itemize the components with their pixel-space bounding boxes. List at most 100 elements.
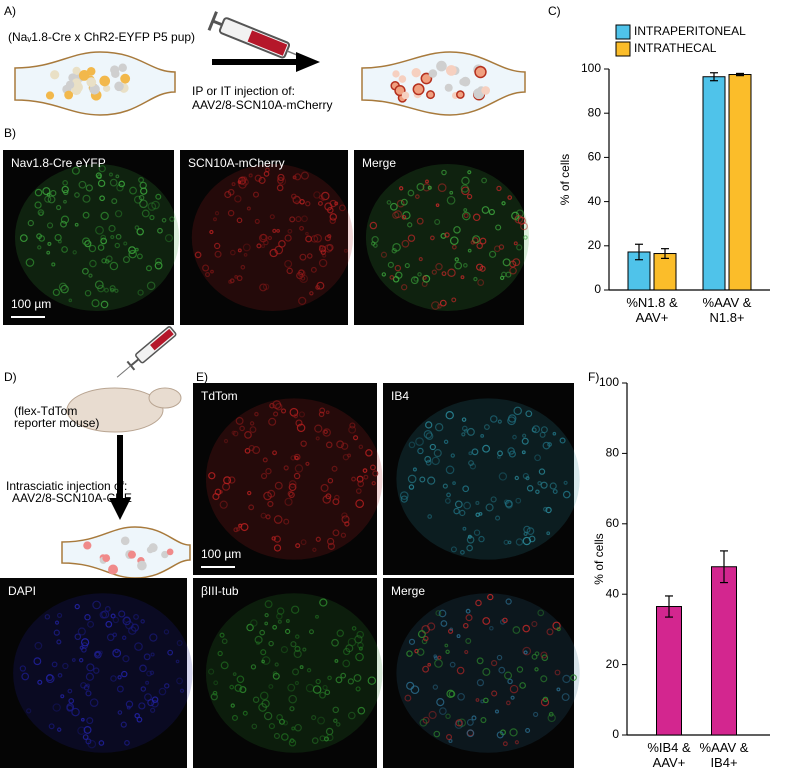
cell xyxy=(370,241,376,246)
cell xyxy=(275,403,283,411)
cell xyxy=(425,421,433,429)
cell xyxy=(326,733,334,742)
cell xyxy=(63,199,67,204)
cell xyxy=(483,697,489,704)
cell xyxy=(241,178,249,186)
cell xyxy=(332,498,340,506)
cell xyxy=(103,84,111,92)
cell xyxy=(268,640,274,647)
cell xyxy=(293,413,299,419)
cell xyxy=(237,248,242,253)
y-axis-label: % of cells xyxy=(558,154,572,205)
cell xyxy=(448,690,456,698)
cell xyxy=(327,206,334,214)
cell xyxy=(461,417,467,422)
cell xyxy=(421,638,428,645)
cell xyxy=(264,612,269,618)
cell xyxy=(163,629,170,635)
cell xyxy=(394,84,406,97)
cell xyxy=(450,546,457,553)
cell xyxy=(85,683,91,688)
cell xyxy=(95,651,101,657)
cell xyxy=(427,476,436,485)
cell xyxy=(433,449,442,458)
cell xyxy=(389,275,395,280)
cell xyxy=(100,237,108,245)
image-label: βIII-tub xyxy=(201,584,239,598)
cell xyxy=(325,493,332,500)
cell xyxy=(465,637,472,644)
cell xyxy=(407,222,413,228)
cell xyxy=(318,411,325,418)
cell xyxy=(445,65,457,76)
cell xyxy=(427,622,436,631)
cell xyxy=(454,500,463,509)
cell xyxy=(125,620,134,630)
cell xyxy=(234,195,242,203)
cell xyxy=(228,279,233,284)
y-tick-label: 100 xyxy=(599,375,619,389)
cell xyxy=(523,525,531,534)
cell xyxy=(46,674,54,682)
cell xyxy=(540,481,548,489)
cell xyxy=(71,166,80,175)
cell xyxy=(451,244,457,250)
panel-label: C) xyxy=(548,4,561,18)
cell xyxy=(505,271,512,278)
cell xyxy=(321,197,325,202)
cell xyxy=(140,686,147,692)
cell xyxy=(400,198,408,206)
injection: IP or IT injection of: xyxy=(192,84,295,98)
vector: AAV2/8-SCN10A-mCherry xyxy=(192,98,332,112)
cell xyxy=(335,676,343,684)
cell xyxy=(236,675,245,684)
cell xyxy=(503,539,509,545)
cell xyxy=(265,514,271,520)
cell xyxy=(97,179,106,188)
cell xyxy=(294,634,300,639)
cell xyxy=(97,244,105,251)
cell xyxy=(327,477,334,484)
cell xyxy=(284,234,292,242)
cell xyxy=(475,599,482,607)
cell xyxy=(446,492,451,498)
cell xyxy=(483,424,490,430)
cell xyxy=(412,83,425,96)
cell xyxy=(85,184,93,192)
cell xyxy=(563,480,568,485)
cell xyxy=(342,453,350,461)
cell xyxy=(431,269,437,275)
cell xyxy=(466,427,475,436)
cell xyxy=(531,653,538,660)
scale-bar-label: 100 µm xyxy=(201,547,241,561)
cell xyxy=(259,629,266,636)
cell xyxy=(320,249,326,255)
cell xyxy=(53,629,60,636)
cell xyxy=(281,733,289,741)
micrograph xyxy=(180,150,348,325)
cell xyxy=(371,236,379,244)
cell xyxy=(301,215,308,223)
cell xyxy=(230,249,236,256)
cell xyxy=(109,285,116,292)
cell xyxy=(89,259,97,268)
cell xyxy=(552,621,561,630)
cell xyxy=(392,70,400,78)
cell xyxy=(134,225,140,230)
cell xyxy=(319,598,328,607)
cell xyxy=(61,246,68,253)
arrow-head xyxy=(296,52,320,72)
cell xyxy=(408,441,416,449)
cell xyxy=(272,624,278,630)
cell xyxy=(428,710,437,720)
cell xyxy=(123,241,128,246)
cell xyxy=(176,677,183,685)
cell xyxy=(401,239,410,248)
cell xyxy=(435,203,440,207)
cell xyxy=(422,275,427,280)
cell xyxy=(468,451,473,456)
cell xyxy=(295,200,300,205)
cell xyxy=(460,184,469,193)
cell xyxy=(496,654,503,661)
cell xyxy=(56,639,62,645)
